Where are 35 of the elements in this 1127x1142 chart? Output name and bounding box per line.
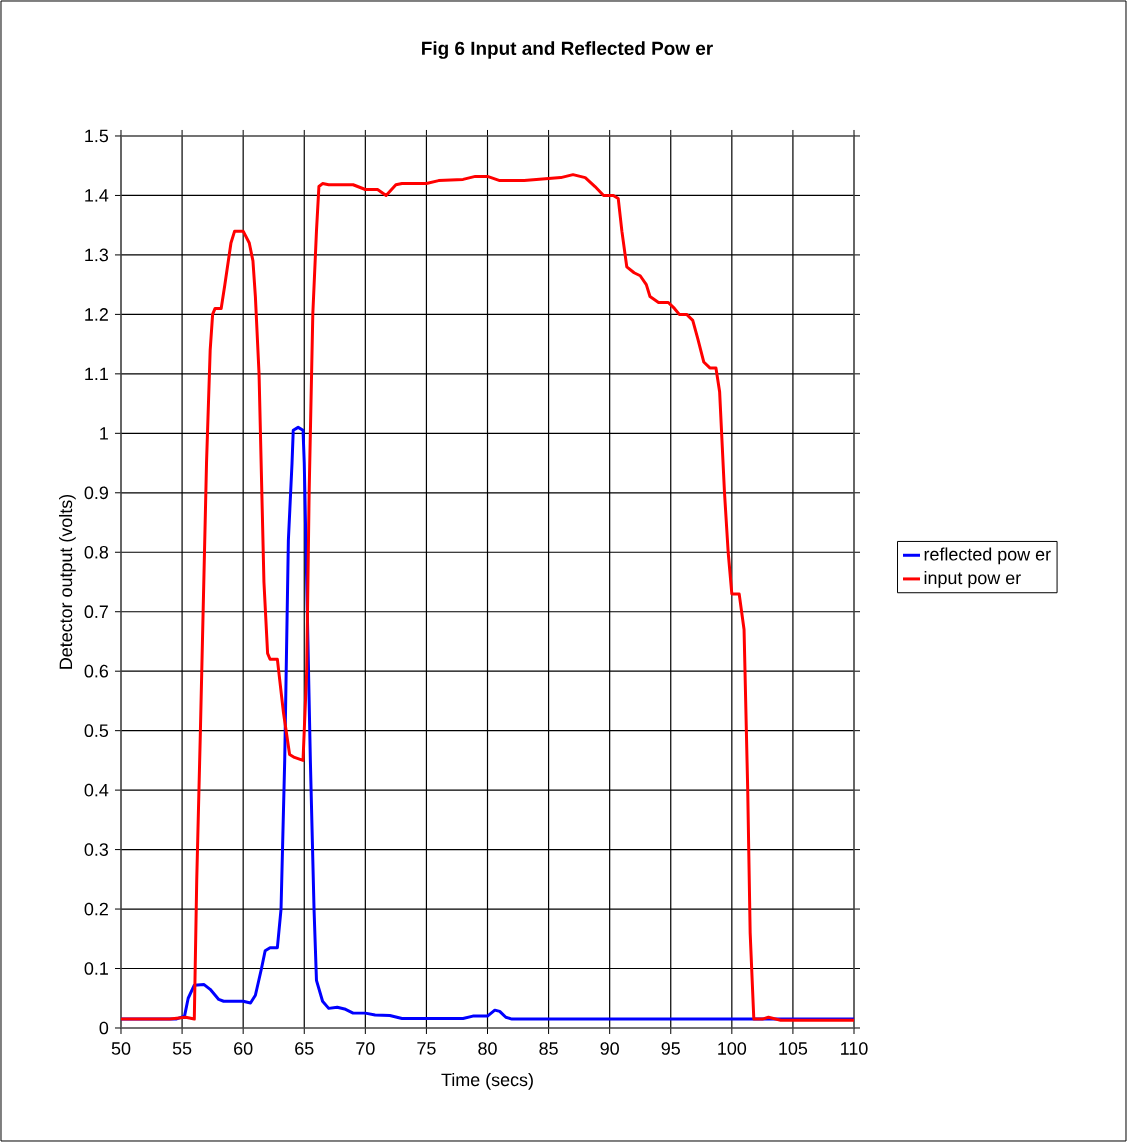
y-tick-label: 0.6 xyxy=(84,664,109,678)
x-tick-label: 65 xyxy=(295,1042,314,1055)
y-tick-label: 0.2 xyxy=(84,902,108,916)
x-axis-title: Time (secs) xyxy=(441,1073,533,1090)
y-tick-label: 0.8 xyxy=(84,545,109,559)
x-tick-label: 100 xyxy=(718,1042,747,1055)
y-tick-label: 1.4 xyxy=(85,189,109,202)
y-tick-label: 0 xyxy=(99,1021,109,1035)
x-tick-label: 90 xyxy=(600,1042,619,1055)
line-series xyxy=(121,173,854,1022)
y-tick-label: 1.1 xyxy=(85,367,108,381)
y-tick-label: 0.9 xyxy=(84,486,108,500)
legend-label: input pow er xyxy=(924,571,1021,588)
x-tick-label: 60 xyxy=(234,1042,253,1055)
x-tick-label: 80 xyxy=(478,1042,497,1055)
y-tick-label: 0.1 xyxy=(84,962,108,975)
y-tick-label: 1.5 xyxy=(85,129,109,143)
x-tick-label: 70 xyxy=(356,1042,375,1055)
y-tick-label: 1.2 xyxy=(85,308,108,321)
y-tick-label: 0.4 xyxy=(84,783,109,797)
x-tick-label: 110 xyxy=(841,1042,868,1055)
x-tick-label: 85 xyxy=(539,1042,558,1055)
y-axis-title: Detector output (volts) xyxy=(59,494,76,669)
x-tick-label: 75 xyxy=(417,1042,436,1055)
y-tick-label: 0.5 xyxy=(84,724,109,737)
x-tick-label: 95 xyxy=(661,1042,680,1055)
y-tick-label: 0.3 xyxy=(84,843,109,856)
x-tick-label: 50 xyxy=(111,1042,131,1055)
y-tick-label: 1.3 xyxy=(85,248,109,262)
y-tick-label: 0.7 xyxy=(84,605,108,619)
legend-label: reflected pow er xyxy=(924,547,1051,565)
x-tick-label: 105 xyxy=(779,1042,808,1055)
x-tick-label: 55 xyxy=(172,1042,192,1055)
chart-title: Fig 6 Input and Reflected Pow er xyxy=(422,41,713,59)
y-tick-label: 1 xyxy=(100,427,108,440)
